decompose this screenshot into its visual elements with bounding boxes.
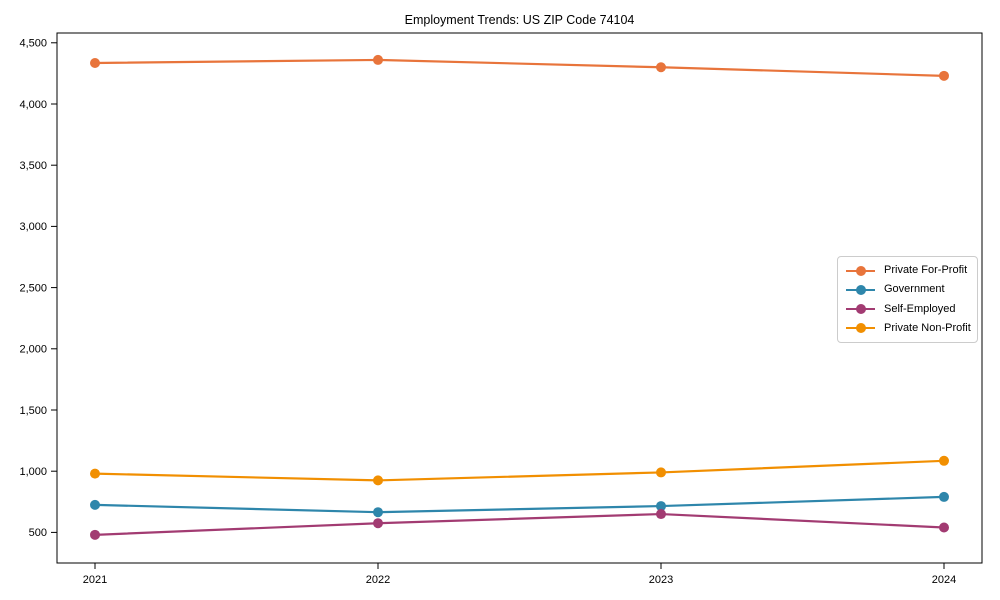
y-tick-label: 2,000 xyxy=(19,344,47,356)
data-point-marker xyxy=(939,455,949,466)
legend-line-marker-icon xyxy=(846,304,875,315)
series-line xyxy=(93,512,946,536)
y-axis: 500 1,000 1,500 2,000 2,500 3,000 3,500 4,000 4,… xyxy=(19,38,57,539)
x-axis: 2021 2022 2023 2024 xyxy=(83,563,956,586)
legend-line-marker-icon xyxy=(846,323,875,334)
series-line xyxy=(93,459,946,482)
series-line xyxy=(93,495,946,514)
legend-item-self-employed: Self-Employed xyxy=(846,302,969,315)
legend-item-private-for-profit: Private For-Profit xyxy=(846,265,969,276)
legend-line-marker-icon xyxy=(846,284,875,295)
x-tick-label: 2022 xyxy=(366,574,390,586)
data-point-marker xyxy=(939,522,949,533)
legend-item-private-non-profit: Private Non-Profit xyxy=(846,321,971,334)
y-tick-label: 4,000 xyxy=(19,99,47,111)
data-point-marker xyxy=(656,62,666,73)
data-point-marker xyxy=(90,57,100,68)
data-point-marker xyxy=(373,475,383,486)
y-tick-label: 3,500 xyxy=(19,160,47,172)
series-lines xyxy=(90,54,949,540)
x-tick-label: 2024 xyxy=(932,574,956,586)
data-point-marker xyxy=(939,491,949,502)
y-tick-label: 3,000 xyxy=(19,221,47,233)
data-point-marker xyxy=(90,468,100,479)
y-tick-label: 500 xyxy=(29,527,47,539)
plot-frame xyxy=(56,32,983,564)
legend-label: Private Non-Profit xyxy=(884,321,971,334)
legend-line-marker-icon xyxy=(846,265,875,276)
data-point-marker xyxy=(90,529,100,540)
plot-border xyxy=(56,32,983,564)
x-tick-label: 2021 xyxy=(83,574,107,586)
y-tick-label: 1,500 xyxy=(19,405,47,417)
chart-title: Employment Trends: US ZIP Code 74104 xyxy=(405,13,635,27)
data-point-marker xyxy=(373,54,383,65)
legend-label: Self-Employed xyxy=(884,302,956,315)
data-point-marker xyxy=(90,499,100,510)
legend-dot-icon xyxy=(855,304,866,315)
legend-dot-icon xyxy=(855,284,866,295)
data-point-marker xyxy=(939,70,949,81)
legend-label: Private For-Profit xyxy=(884,264,968,277)
data-point-marker xyxy=(373,518,383,529)
y-tick-label: 4,500 xyxy=(19,38,47,50)
x-tick-label: 2023 xyxy=(649,574,673,586)
y-tick-label: 2,500 xyxy=(19,282,47,294)
legend-label: Government xyxy=(884,283,945,296)
data-point-marker xyxy=(656,509,666,520)
y-tick-label: 1,000 xyxy=(19,466,47,478)
series-line xyxy=(93,58,946,77)
data-point-marker xyxy=(656,501,666,512)
data-point-marker xyxy=(656,467,666,478)
legend-item-government: Government xyxy=(846,284,969,295)
data-point-marker xyxy=(373,507,383,518)
legend-dot-icon xyxy=(855,323,866,334)
legend-dot-icon xyxy=(855,265,866,276)
legend: Private For-Profit Government Self-Emplo… xyxy=(837,256,978,343)
